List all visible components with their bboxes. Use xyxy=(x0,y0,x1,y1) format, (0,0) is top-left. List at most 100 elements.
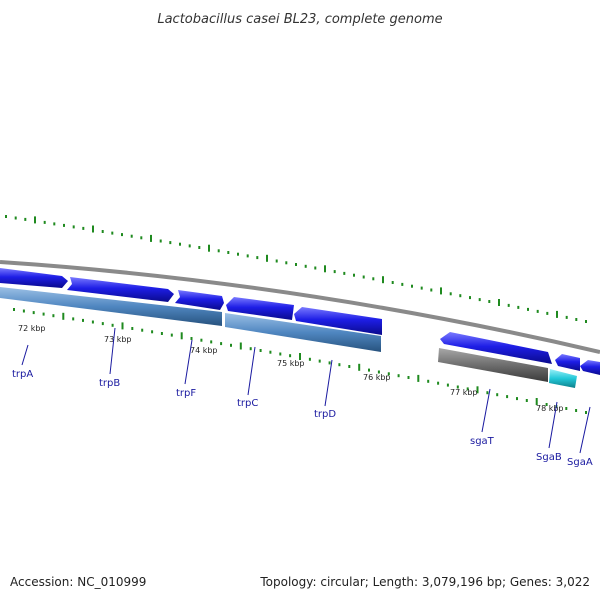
minor-tick xyxy=(506,395,509,399)
kbp-tick-labels: 72 kbp 73 kbp 74 kbp 75 kbp 76 kbp 77 kb… xyxy=(18,324,564,413)
minor-tick xyxy=(516,397,518,401)
minor-tick xyxy=(13,308,15,311)
leader-line-trpA xyxy=(21,344,29,366)
gene-label-trpA: trpA xyxy=(12,369,33,380)
minor-tick xyxy=(546,311,549,315)
minor-tick xyxy=(249,347,252,351)
minor-tick xyxy=(91,320,94,324)
minor-tick xyxy=(466,387,469,391)
minor-tick xyxy=(200,338,203,342)
minor-tick xyxy=(527,307,529,311)
minor-tick xyxy=(43,220,46,224)
major-tick xyxy=(324,265,326,273)
gene-label-trpB: trpB xyxy=(99,378,120,389)
map-title: Lactobacillus casei BL23, complete genom… xyxy=(157,12,442,27)
minor-tick xyxy=(237,252,239,256)
leader-line-sgaT xyxy=(481,388,491,433)
minor-tick xyxy=(536,309,539,313)
minor-tick xyxy=(318,359,321,363)
tick-label: 74 kbp xyxy=(190,346,218,355)
tick-label: 77 kbp xyxy=(450,388,478,397)
forward-strand-features xyxy=(0,268,600,375)
minor-tick xyxy=(585,411,587,414)
gene-labels: trpA trpB trpF trpC trpD sgaT SgaB SgaA xyxy=(12,369,593,468)
major-tick xyxy=(440,287,442,295)
minor-tick xyxy=(217,249,220,253)
tick-label: 76 kbp xyxy=(363,373,391,382)
minor-tick xyxy=(275,259,278,263)
minor-tick xyxy=(407,376,410,379)
tick-label: 73 kbp xyxy=(104,335,132,344)
minor-tick xyxy=(82,226,85,230)
minor-tick xyxy=(348,365,351,368)
minor-tick xyxy=(159,239,162,243)
gene-feature-trpC xyxy=(226,297,294,320)
minor-tick xyxy=(545,403,548,406)
major-tick xyxy=(299,353,301,360)
minor-tick xyxy=(259,349,262,352)
minor-tick xyxy=(411,284,413,288)
minor-tick xyxy=(565,315,568,319)
minor-tick xyxy=(188,244,191,248)
minor-tick xyxy=(575,409,578,412)
major-tick xyxy=(417,374,420,382)
minor-tick xyxy=(333,270,336,274)
minor-tick xyxy=(285,261,288,265)
minor-tick xyxy=(170,333,173,337)
minor-tick xyxy=(220,342,223,346)
minor-tick xyxy=(14,216,17,220)
minor-tick xyxy=(449,292,452,296)
tick-label: 75 kbp xyxy=(277,359,305,368)
minor-tick xyxy=(63,223,65,227)
minor-tick xyxy=(111,231,114,235)
accession-text: Accession: NC_010999 xyxy=(10,575,146,589)
minor-tick xyxy=(72,225,75,229)
major-tick xyxy=(266,254,268,262)
minor-tick xyxy=(42,312,45,316)
outer-scale-dots xyxy=(5,215,587,323)
leader-line-SgaB xyxy=(548,401,558,449)
minor-tick xyxy=(343,271,346,275)
minor-tick xyxy=(295,263,297,266)
tick-label: 72 kbp xyxy=(18,324,46,333)
minor-tick xyxy=(377,370,380,374)
minor-tick xyxy=(496,393,499,397)
minor-tick xyxy=(82,318,84,322)
gene-label-sgaT: sgaT xyxy=(470,436,495,447)
gene-feature-sgaT xyxy=(440,332,552,364)
gene-label-SgaA: SgaA xyxy=(567,457,593,468)
gray-feature xyxy=(438,348,548,382)
minor-tick xyxy=(190,337,193,340)
minor-tick xyxy=(308,357,311,361)
minor-tick xyxy=(420,286,423,290)
gene-feature-SgaA xyxy=(580,360,600,375)
minor-tick xyxy=(507,303,510,307)
minor-tick xyxy=(141,328,144,332)
minor-tick xyxy=(179,242,181,246)
minor-tick xyxy=(151,330,154,334)
minor-tick xyxy=(401,282,404,286)
major-tick xyxy=(92,225,94,233)
minor-tick xyxy=(269,350,272,354)
minor-tick xyxy=(456,385,459,389)
major-tick xyxy=(535,398,538,405)
gene-feature-trpD xyxy=(294,307,382,335)
major-tick xyxy=(382,276,384,284)
leader-line-trpB xyxy=(109,327,116,375)
minor-tick xyxy=(304,264,307,268)
minor-tick xyxy=(525,399,528,402)
minor-tick xyxy=(230,343,232,347)
minor-tick xyxy=(121,233,123,237)
inner-scale-dots xyxy=(13,308,587,414)
leader-line-trpF xyxy=(184,339,193,385)
minor-tick xyxy=(372,277,375,281)
minor-tick xyxy=(32,311,35,315)
minor-tick xyxy=(5,215,7,218)
minor-tick xyxy=(160,332,163,335)
leader-line-SgaA xyxy=(579,406,591,454)
minor-tick xyxy=(328,361,331,365)
major-tick xyxy=(150,234,152,242)
major-tick xyxy=(556,310,558,318)
minor-tick xyxy=(210,340,213,344)
